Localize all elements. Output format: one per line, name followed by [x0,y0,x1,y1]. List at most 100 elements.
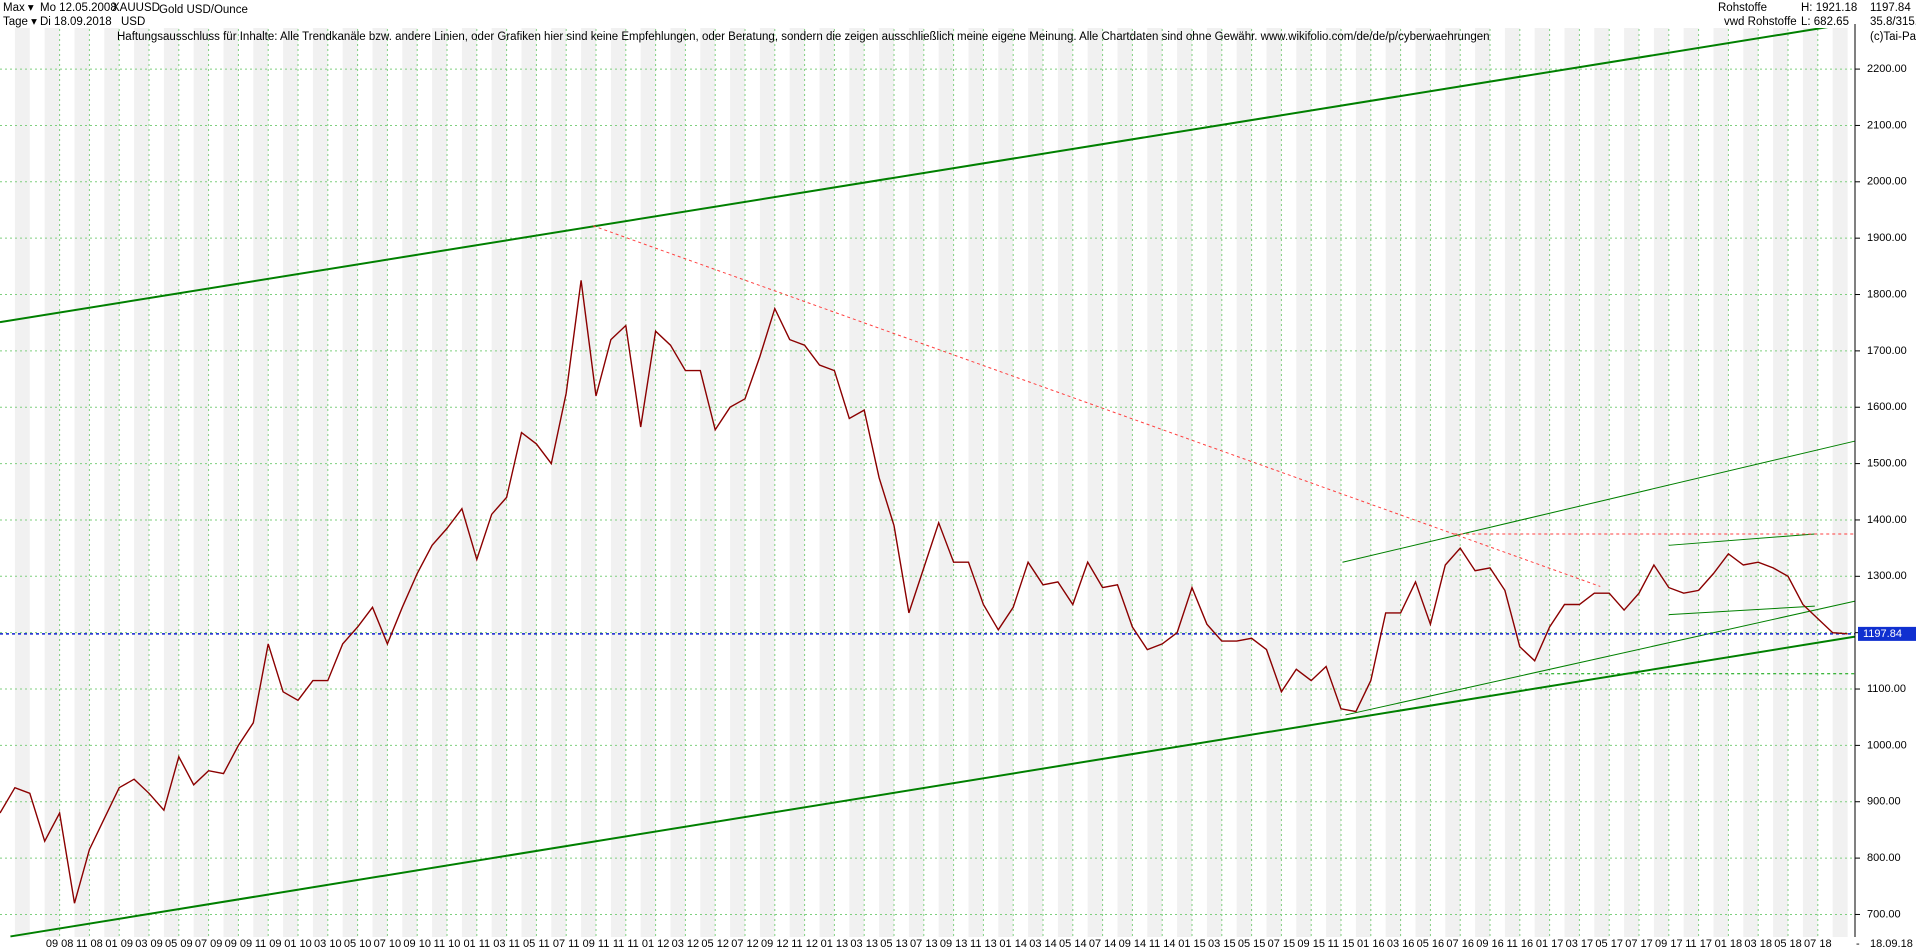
end-date: Di 18.09.2018 [40,16,112,28]
band [44,24,60,937]
chart-title: Gold USD/Ounce [159,4,248,16]
plot [0,25,1856,938]
y-tick-label: 1400.00 [1867,514,1907,526]
y-tick-label: 900.00 [1867,796,1901,808]
trend-line [592,225,1601,587]
band [1504,24,1520,937]
band [14,24,30,937]
header-bg [0,0,1916,28]
band [1683,24,1699,937]
trend-line [1345,600,1856,716]
x-tick-label: 07 12 [731,938,759,950]
x-tick-label: 03 12 [672,938,700,950]
y-tick-label: 2100.00 [1867,119,1907,131]
y-tick-label: 1700.00 [1867,345,1907,357]
x-tick-label: 01 16 [1357,938,1385,950]
band [1624,24,1639,937]
x-tick-label: 09 08 [46,938,74,950]
band [312,24,328,937]
x-tick-label: 09 10 [403,938,431,950]
copyright: (c)Tai-Pan [1870,31,1916,43]
x-tick-label: 03 16 [1387,938,1415,950]
x-tick-label: 07 09 [195,938,223,950]
band [1326,24,1341,937]
band [1057,24,1073,937]
x-tick-label: 03 17 [1566,938,1594,950]
x-tick-label: 09 11 [583,938,610,950]
band [163,24,179,937]
y-tick-label: 1000.00 [1867,739,1907,751]
low: L: 682.65 [1801,16,1849,28]
x-tick-label: 11 15 [1328,938,1355,950]
band [1087,24,1103,937]
band [283,24,298,937]
band [1028,24,1043,937]
band [1594,24,1610,937]
band [1415,24,1431,937]
y-tick-label: 2200.00 [1867,63,1907,75]
x-tick-label: 01 12 [642,938,670,950]
x-tick-label: 09 17 [1655,938,1683,950]
y-tick-label: 1600.00 [1867,401,1907,413]
band [849,24,865,937]
y-tick-label: 1500.00 [1867,457,1907,469]
y-tick-label: 1300.00 [1867,570,1907,582]
band [1832,24,1848,937]
x-tick-label: 09 16 [1476,938,1504,950]
x-tick-label: 09 15 [1297,938,1325,950]
band [1177,24,1192,937]
axis-dash: - [1856,938,1860,950]
start-date: Mo 12.05.2008 [40,2,117,14]
band [1445,24,1461,937]
x-tick-label: 05 13 [880,938,908,950]
band [521,24,537,937]
y-tick-label: 800.00 [1867,852,1901,864]
axis-date: 18.09.18 [1870,938,1913,950]
current-price-label: 1197.84 [1863,628,1902,640]
band [1236,24,1252,937]
band [581,24,596,937]
x-tick-label: 09 14 [1119,938,1147,950]
band [640,24,656,937]
band [1266,24,1282,937]
band [1773,24,1788,937]
band [879,24,894,937]
band [1147,24,1163,937]
x-tick-label: 01 13 [821,938,849,950]
x-tick-label: 11 17 [1685,938,1712,950]
band [491,24,507,937]
x-tick-label: 07 14 [1089,938,1117,950]
x-tick-label: 11 11 [613,938,639,950]
x-tick-label: 03 15 [1208,938,1236,950]
x-tick-label: 07 18 [1804,938,1832,950]
band [789,24,805,937]
x-tick-label: 01 14 [999,938,1027,950]
x-tick-label: 11 16 [1506,938,1533,950]
y-tick-label: 1900.00 [1867,232,1907,244]
x-tick-label: 03 10 [314,938,342,950]
band [759,24,775,937]
x-tick-label: 07 13 [910,938,938,950]
x-tick-label: 01 18 [1715,938,1743,950]
band [700,24,716,937]
y-tick-label: 1800.00 [1867,288,1907,300]
x-tick-label: 11 08 [76,938,103,950]
x-tick-label: 09 09 [225,938,253,950]
current-price-box [1858,626,1916,641]
ratio: 35.8/315.5 [1870,16,1916,28]
trend-line [1668,605,1815,616]
x-tick-label: 07 15 [1268,938,1296,950]
band [670,24,686,937]
band [1802,24,1818,937]
symbol: XAUUSD [112,2,160,14]
band [1355,24,1371,937]
price-line [0,280,1848,904]
band [1206,24,1222,937]
band [1117,24,1133,937]
currency: USD [121,16,145,28]
x-tick-label: 11 09 [255,938,282,950]
source: vwd Rohstoffe [1724,16,1797,28]
trend-line [0,25,1833,324]
band [998,24,1014,937]
trend-line [1342,440,1856,563]
